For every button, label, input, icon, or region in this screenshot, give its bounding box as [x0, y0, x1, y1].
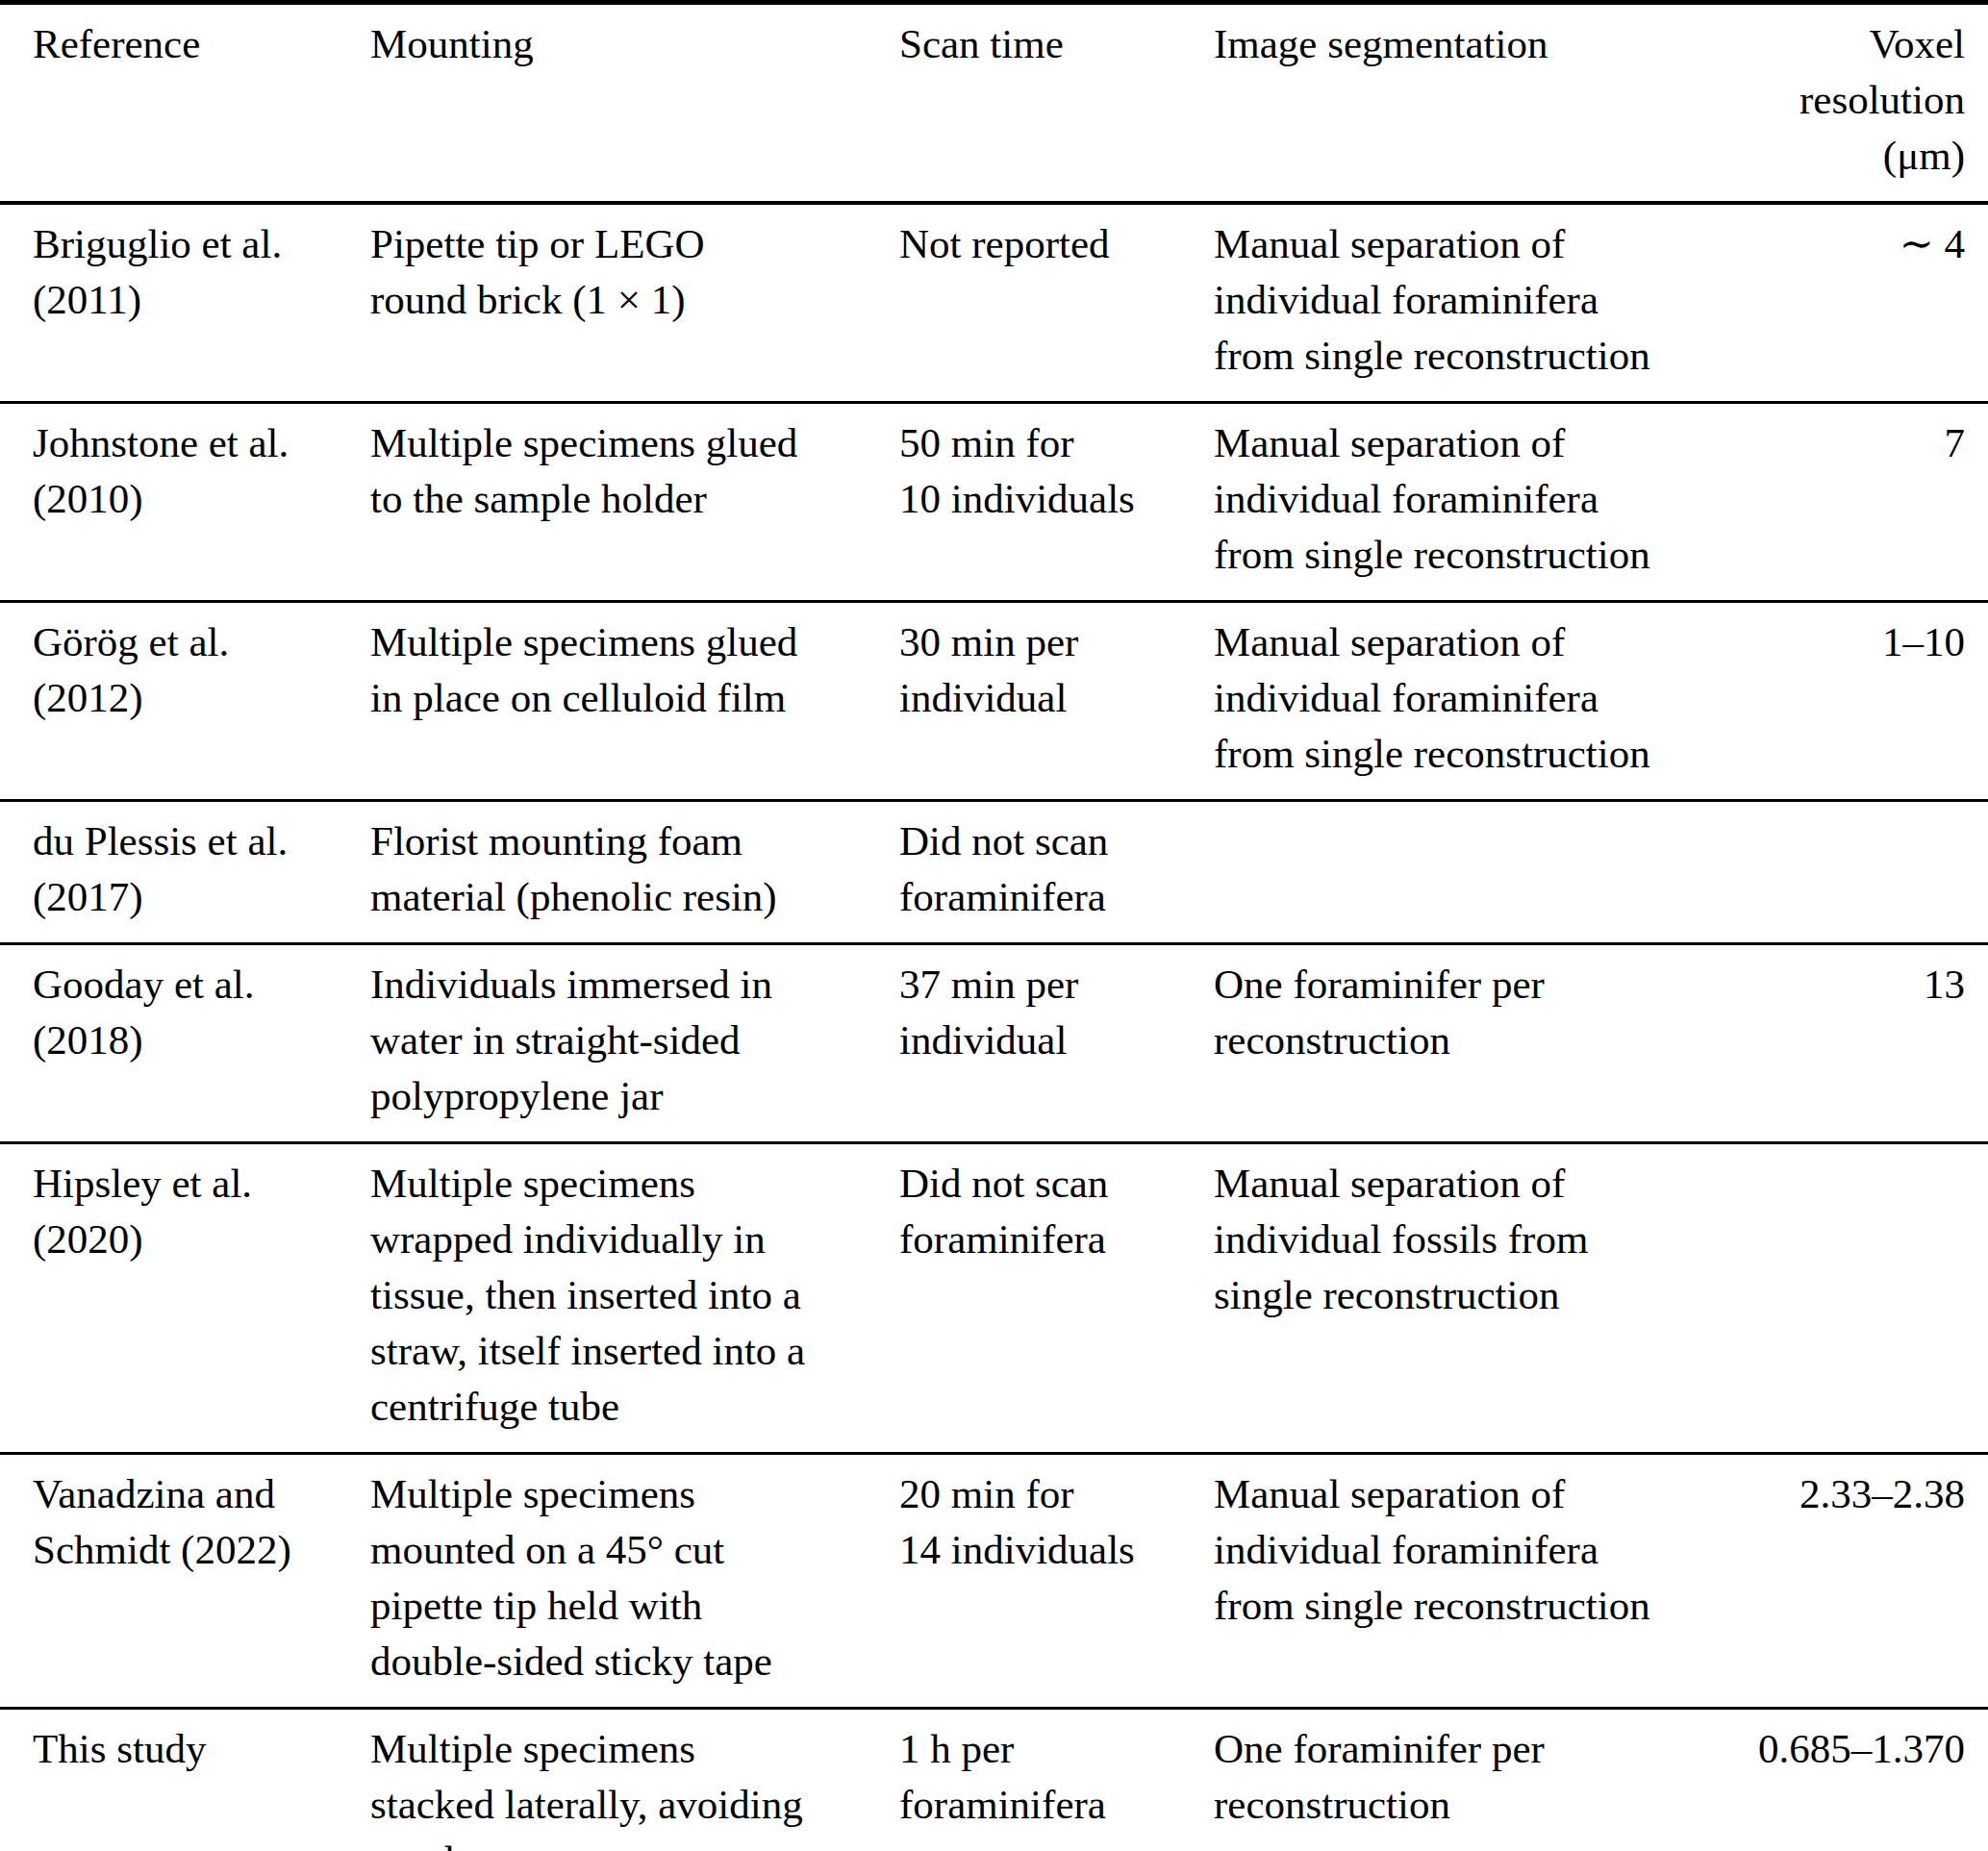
- cell-scan-time: 30 min per individual: [899, 602, 1214, 801]
- cell-voxel-resolution: 1–10: [1695, 602, 1988, 801]
- cell-reference: Vanadzina and Schmidt (2022): [0, 1454, 370, 1709]
- cell-mounting: Pipette tip or LEGO round brick (1 × 1): [370, 203, 899, 403]
- table-row: Gooday et al. (2018) Individuals immerse…: [0, 944, 1988, 1143]
- cell-mounting: Multiple specimens glued to the sample h…: [370, 403, 899, 602]
- cell-voxel-resolution: 2.33–2.38: [1695, 1454, 1988, 1709]
- column-header-mounting: Mounting: [370, 3, 899, 204]
- cell-mounting: Multiple specimens wrapped individually …: [370, 1143, 899, 1454]
- table-row: Vanadzina and Schmidt (2022) Multiple sp…: [0, 1454, 1988, 1709]
- table-row: Briguglio et al. (2011) Pipette tip or L…: [0, 203, 1988, 403]
- column-header-reference: Reference: [0, 3, 370, 204]
- cell-reference: Briguglio et al. (2011): [0, 203, 370, 403]
- cell-image-segmentation: Manual separation of individual fossils …: [1214, 1143, 1695, 1454]
- scanning-methods-table: Reference Mounting Scan time Image segme…: [0, 0, 1988, 1851]
- cell-scan-time: 50 min for 10 individuals: [899, 403, 1214, 602]
- cell-voxel-resolution: [1695, 801, 1988, 944]
- column-header-voxel-resolution: Voxel resolution (μm): [1695, 3, 1988, 204]
- cell-reference: Gooday et al. (2018): [0, 944, 370, 1143]
- table-row: du Plessis et al. (2017) Florist mountin…: [0, 801, 1988, 944]
- cell-voxel-resolution: 0.685–1.370: [1695, 1709, 1988, 1851]
- cell-reference: Johnstone et al. (2010): [0, 403, 370, 602]
- cell-reference: Hipsley et al. (2020): [0, 1143, 370, 1454]
- cell-voxel-resolution: 7: [1695, 403, 1988, 602]
- cell-voxel-resolution: [1695, 1143, 1988, 1454]
- table-row: Hipsley et al. (2020) Multiple specimens…: [0, 1143, 1988, 1454]
- cell-mounting: Multiple specimens stacked laterally, av…: [370, 1709, 899, 1851]
- table-body: Briguglio et al. (2011) Pipette tip or L…: [0, 203, 1988, 1851]
- column-header-scan-time: Scan time: [899, 3, 1214, 204]
- cell-voxel-resolution: 13: [1695, 944, 1988, 1143]
- cell-image-segmentation: Manual separation of individual foramini…: [1214, 1454, 1695, 1709]
- cell-scan-time: Did not scan foraminifera: [899, 1143, 1214, 1454]
- cell-image-segmentation: Manual separation of individual foramini…: [1214, 403, 1695, 602]
- cell-image-segmentation: [1214, 801, 1695, 944]
- cell-image-segmentation: One foraminifer per reconstruction: [1214, 1709, 1695, 1851]
- table-header-row: Reference Mounting Scan time Image segme…: [0, 3, 1988, 204]
- cell-mounting: Multiple specimens glued in place on cel…: [370, 602, 899, 801]
- cell-scan-time: 37 min per individual: [899, 944, 1214, 1143]
- cell-voxel-resolution: ∼ 4: [1695, 203, 1988, 403]
- table-row: Görög et al. (2012) Multiple specimens g…: [0, 602, 1988, 801]
- cell-image-segmentation: Manual separation of individual foramini…: [1214, 602, 1695, 801]
- table-row: Johnstone et al. (2010) Multiple specime…: [0, 403, 1988, 602]
- cell-reference: du Plessis et al. (2017): [0, 801, 370, 944]
- column-header-image-segmentation: Image segmentation: [1214, 3, 1695, 204]
- cell-mounting: Multiple specimens mounted on a 45° cut …: [370, 1454, 899, 1709]
- cell-image-segmentation: One foraminifer per reconstruction: [1214, 944, 1695, 1143]
- table-row: This study Multiple specimens stacked la…: [0, 1709, 1988, 1851]
- cell-reference: Görög et al. (2012): [0, 602, 370, 801]
- cell-image-segmentation: Manual separation of individual foramini…: [1214, 203, 1695, 403]
- table-header: Reference Mounting Scan time Image segme…: [0, 3, 1988, 204]
- cell-mounting: Florist mounting foam material (phenolic…: [370, 801, 899, 944]
- cell-mounting: Individuals immersed in water in straigh…: [370, 944, 899, 1143]
- cell-reference: This study: [0, 1709, 370, 1851]
- cell-scan-time: Did not scan foraminifera: [899, 801, 1214, 944]
- cell-scan-time: 1 h per foraminifera: [899, 1709, 1214, 1851]
- cell-scan-time: Not reported: [899, 203, 1214, 403]
- cell-scan-time: 20 min for 14 individuals: [899, 1454, 1214, 1709]
